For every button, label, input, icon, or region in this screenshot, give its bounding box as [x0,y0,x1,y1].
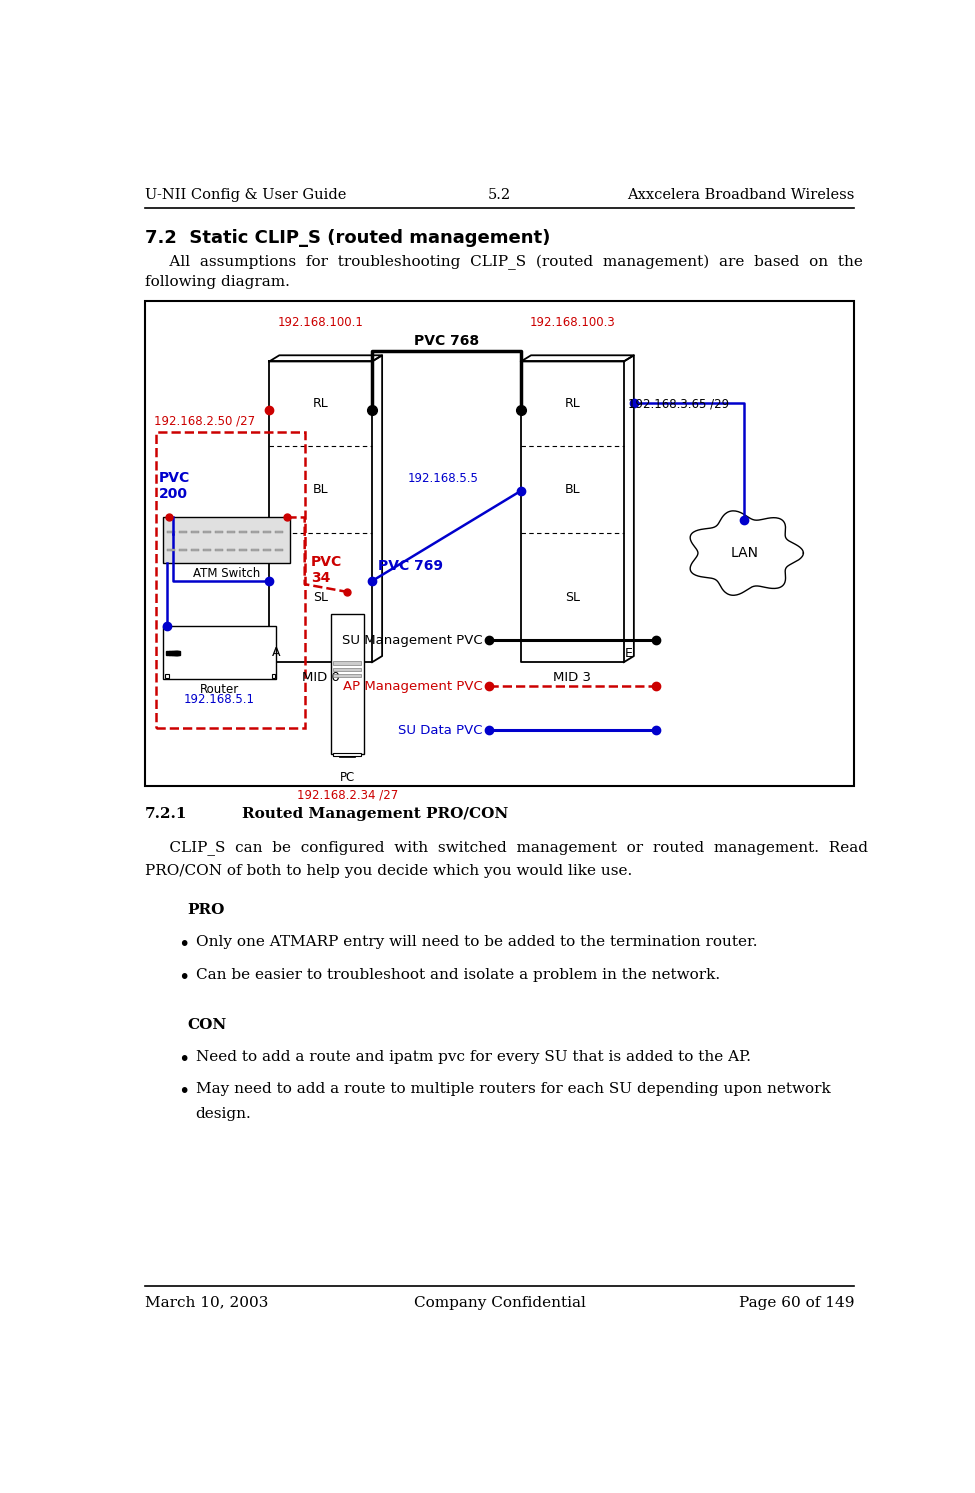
Text: RL: RL [313,397,329,411]
FancyBboxPatch shape [275,549,283,551]
Text: 192.168.100.3: 192.168.100.3 [529,317,615,330]
FancyBboxPatch shape [167,532,176,533]
FancyBboxPatch shape [178,532,187,533]
Text: SU Management PVC: SU Management PVC [342,635,483,646]
FancyBboxPatch shape [275,532,283,533]
Text: Page 60 of 149: Page 60 of 149 [739,1296,854,1309]
Text: SL: SL [565,591,580,605]
FancyBboxPatch shape [145,300,854,785]
Text: •: • [177,935,189,954]
Text: MID 3: MID 3 [554,672,592,684]
Text: Only one ATMARP entry will need to be added to the termination router.: Only one ATMARP entry will need to be ad… [196,935,757,950]
Text: PVC 769: PVC 769 [378,560,444,573]
Text: 192.168.100.1: 192.168.100.1 [278,317,364,330]
Text: 192.168.5.1: 192.168.5.1 [184,693,255,706]
FancyBboxPatch shape [163,517,291,563]
Text: Can be easier to troubleshoot and isolate a problem in the network.: Can be easier to troubleshoot and isolat… [196,967,720,981]
Text: •: • [177,967,189,987]
Text: PVC
34: PVC 34 [311,555,342,585]
FancyBboxPatch shape [333,667,361,670]
Text: PRO/CON of both to help you decide which you would like use.: PRO/CON of both to help you decide which… [145,864,633,878]
Text: Axxcelera Broadband Wireless: Axxcelera Broadband Wireless [627,188,854,202]
Text: following diagram.: following diagram. [145,275,290,290]
Text: 5.2: 5.2 [488,188,511,202]
FancyBboxPatch shape [214,532,223,533]
Text: CLIP_S  can  be  configured  with  switched  management  or  routed  management.: CLIP_S can be configured with switched m… [145,841,868,854]
Text: PVC 768: PVC 768 [414,334,479,348]
Text: BL: BL [313,482,329,496]
FancyBboxPatch shape [333,661,361,664]
FancyBboxPatch shape [203,532,212,533]
FancyBboxPatch shape [239,532,247,533]
Text: CON: CON [188,1018,227,1032]
Text: PRO: PRO [188,903,225,917]
Text: U-NII Config & User Guide: U-NII Config & User Guide [145,188,346,202]
FancyBboxPatch shape [214,549,223,551]
Text: •: • [177,1050,189,1069]
FancyBboxPatch shape [203,549,212,551]
FancyBboxPatch shape [163,626,276,679]
FancyBboxPatch shape [272,673,275,678]
FancyBboxPatch shape [191,532,199,533]
Text: A: A [272,646,281,658]
Text: 192.168.3.65 /29: 192.168.3.65 /29 [628,397,728,411]
Text: design.: design. [196,1106,252,1121]
Text: 192.168.5.5: 192.168.5.5 [408,472,479,485]
FancyBboxPatch shape [251,532,259,533]
Text: PVC
200: PVC 200 [159,470,190,500]
Text: PC: PC [339,772,355,784]
Polygon shape [690,511,803,596]
Text: 7.2  Static CLIP_S (routed management): 7.2 Static CLIP_S (routed management) [145,230,551,248]
FancyBboxPatch shape [331,614,364,754]
FancyBboxPatch shape [178,549,187,551]
FancyBboxPatch shape [262,549,271,551]
Text: LAN: LAN [730,546,759,560]
FancyBboxPatch shape [191,549,199,551]
Text: E: E [625,646,633,660]
Text: RL: RL [565,397,580,411]
Text: Router: Router [200,684,239,696]
FancyBboxPatch shape [239,549,247,551]
Text: ATM Switch: ATM Switch [193,567,260,579]
FancyBboxPatch shape [251,549,259,551]
Text: Company Confidential: Company Confidential [413,1296,586,1309]
FancyBboxPatch shape [226,532,235,533]
FancyBboxPatch shape [262,532,271,533]
FancyBboxPatch shape [167,549,176,551]
Text: Need to add a route and ipatm pvc for every SU that is added to the AP.: Need to add a route and ipatm pvc for ev… [196,1050,751,1065]
FancyBboxPatch shape [333,752,361,755]
Text: SL: SL [313,591,329,605]
Text: May need to add a route to multiple routers for each SU depending upon network: May need to add a route to multiple rout… [196,1082,831,1096]
Text: AP Management PVC: AP Management PVC [343,679,483,693]
Text: 7.2.1: 7.2.1 [145,808,187,821]
Text: 192.168.2.34 /27: 192.168.2.34 /27 [296,788,398,802]
FancyBboxPatch shape [226,549,235,551]
FancyBboxPatch shape [333,673,361,676]
FancyBboxPatch shape [165,673,169,678]
Text: SU Data PVC: SU Data PVC [399,724,483,736]
Text: March 10, 2003: March 10, 2003 [145,1296,268,1309]
Text: All  assumptions  for  troubleshooting  CLIP_S  (routed  management)  are  based: All assumptions for troubleshooting CLIP… [145,255,863,270]
Text: •: • [177,1082,189,1102]
Text: MID 0: MID 0 [301,672,339,684]
Text: Routed Management PRO/CON: Routed Management PRO/CON [242,808,508,821]
Text: BL: BL [565,482,580,496]
Text: 192.168.2.50 /27: 192.168.2.50 /27 [154,414,255,427]
